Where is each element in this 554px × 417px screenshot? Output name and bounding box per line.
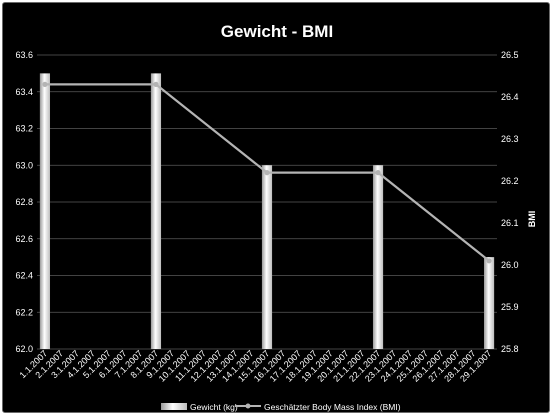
right-tick-label: 26.1 [501, 218, 519, 228]
left-tick-label: 62.4 [15, 271, 33, 281]
line-series [42, 81, 492, 264]
left-tick-label: 62.0 [15, 344, 33, 354]
right-tick-label: 25.9 [501, 302, 519, 312]
bmi-point [42, 81, 48, 87]
bar [150, 73, 162, 349]
left-tick-label: 62.6 [15, 234, 33, 244]
right-tick-label: 26.4 [501, 92, 519, 102]
bmi-point [264, 170, 270, 176]
legend: Gewicht (kg) Geschätzter Body Mass Index… [161, 402, 401, 412]
bmi-point [486, 258, 492, 264]
right-y-axis: 25.8 25.9 26.0 26.1 26.2 26.3 26.4 26.5 [501, 50, 519, 354]
left-tick-label: 62.2 [15, 307, 33, 317]
bar [39, 73, 51, 349]
bar [261, 165, 273, 349]
right-tick-label: 26.5 [501, 50, 519, 60]
left-tick-label: 63.6 [15, 50, 33, 60]
right-tick-label: 26.2 [501, 176, 519, 186]
bmi-point [153, 81, 159, 87]
left-tick-label: 63.4 [15, 87, 33, 97]
right-tick-label: 26.3 [501, 134, 519, 144]
left-tick-label: 62.8 [15, 197, 33, 207]
legend-line-label: Geschätzter Body Mass Index (BMI) [264, 402, 401, 412]
bar [372, 165, 384, 349]
legend-line-marker [245, 403, 251, 409]
bar [483, 257, 495, 349]
right-axis-title: BMI [527, 211, 537, 228]
left-y-axis: 62.0 62.2 62.4 62.6 62.8 63.0 63.2 63.4 63.6 [15, 50, 33, 354]
legend-bar-swatch [161, 403, 187, 410]
right-tick-label: 25.8 [501, 344, 519, 354]
bar-series [39, 73, 495, 349]
left-tick-label: 63.0 [15, 160, 33, 170]
chart-title: Gewicht - BMI [221, 22, 333, 41]
left-tick-label: 63.2 [15, 124, 33, 134]
chart-svg: Gewicht - BMI 62.0 62.2 62.4 62.6 62.8 63.0 63… [15, 22, 537, 412]
bmi-point [375, 170, 381, 176]
x-axis: 1.1.20072.1.20073.1.20074.1.20075.1.2007… [17, 348, 493, 383]
chart-frame: Gewicht - BMI 62.0 62.2 62.4 62.6 62.8 63.0 63… [2, 2, 550, 413]
right-tick-label: 26.0 [501, 260, 519, 270]
legend-bar-label: Gewicht (kg) [190, 402, 238, 412]
